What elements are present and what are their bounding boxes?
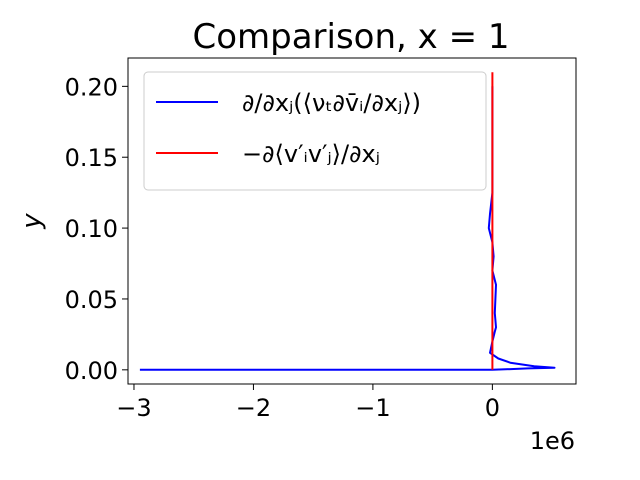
- chart-title: Comparison, x = 1: [192, 17, 509, 57]
- x-tick-label: −1: [355, 394, 390, 422]
- x-tick-label: −2: [236, 394, 271, 422]
- y-axis: 0.00 0.05 0.10 0.15 0.20: [65, 73, 128, 385]
- legend-frame: [143, 71, 487, 191]
- y-tick-label: 0.20: [65, 73, 118, 101]
- series-line-1: [139, 86, 556, 371]
- y-tick-label: 0.15: [65, 144, 118, 172]
- x-axis-offset-label: 1e6: [530, 427, 575, 455]
- y-tick-label: 0.05: [65, 286, 118, 314]
- x-axis: −3 −2 −1 0: [116, 384, 500, 422]
- plot-area-frame: [127, 57, 577, 385]
- y-tick-label: 0.10: [65, 215, 118, 243]
- y-axis-label: y: [17, 213, 47, 230]
- legend: ∂/∂xⱼ(⟨νₜ∂v̄ᵢ/∂xⱼ⟩) −∂⟨v′ᵢv′ⱼ⟩/∂xⱼ: [143, 71, 487, 191]
- y-tick-label: 0.00: [65, 357, 118, 385]
- legend-label-series-1: ∂/∂xⱼ(⟨νₜ∂v̄ᵢ/∂xⱼ⟩): [242, 89, 421, 117]
- x-tick-label: −3: [116, 394, 151, 422]
- legend-label-series-2: −∂⟨v′ᵢv′ⱼ⟩/∂xⱼ: [242, 140, 380, 168]
- plot-lines: [139, 72, 556, 371]
- x-tick-label: 0: [485, 394, 500, 422]
